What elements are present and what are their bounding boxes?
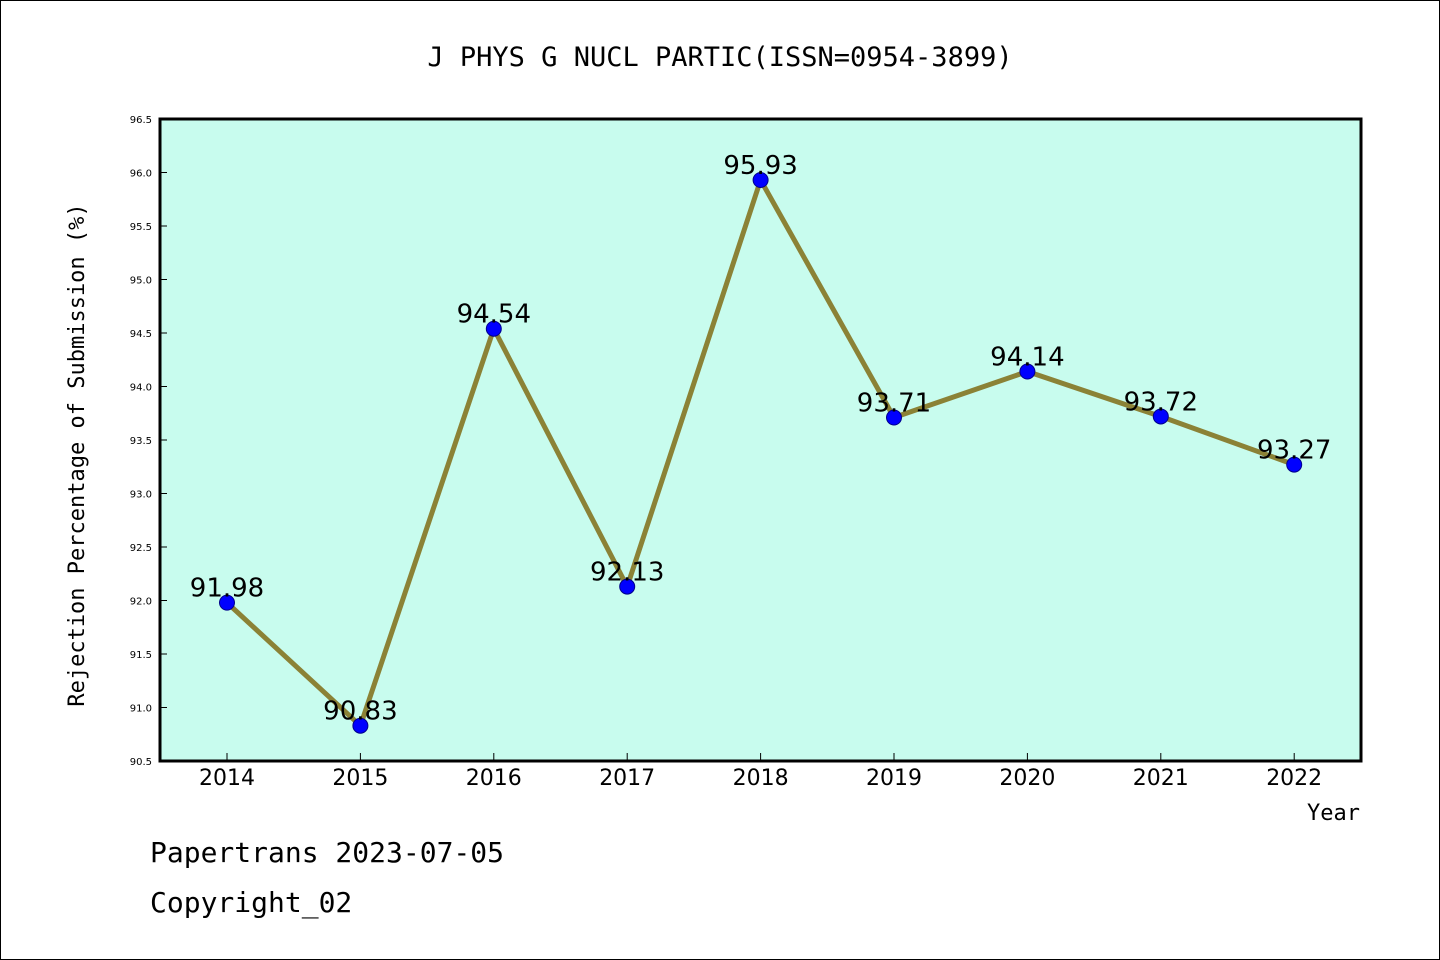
data-label-2017: 92.13 — [590, 558, 664, 588]
x-tick-label: 2022 — [1266, 766, 1322, 791]
y-axis-label: Rejection Percentage of Submission (%) — [65, 203, 90, 706]
data-label-2022: 93.27 — [1257, 436, 1331, 466]
x-tick-label: 2016 — [466, 766, 522, 791]
y-axis: 90.5 91.0 91.5 92.0 92.5 93.0 93.5 94.0 94.5 95.0… — [130, 115, 167, 768]
y-tick-label: 92.5 — [130, 543, 152, 554]
x-tick-label: 2014 — [199, 766, 255, 791]
y-tick-label: 92.0 — [130, 597, 152, 608]
data-point-2016 — [485, 320, 502, 337]
data-label-2020: 94.14 — [990, 343, 1064, 373]
x-tick-label: 2017 — [599, 766, 655, 791]
y-tick-label: 96.0 — [130, 169, 152, 180]
plot-area — [158, 117, 1363, 763]
data-point-2015 — [352, 717, 369, 734]
data-point-2020 — [1019, 363, 1036, 380]
y-tick-label: 90.5 — [130, 757, 152, 768]
chart-title: J PHYS G NUCL PARTIC(ISSN=0954-3899) — [427, 42, 1012, 73]
series-points-group — [219, 171, 1303, 734]
data-label-2016: 94.54 — [457, 300, 531, 330]
data-point-2017 — [619, 578, 636, 595]
footer-date-text: Papertrans 2023-07-05 — [150, 836, 505, 869]
y-tick-label: 91.0 — [130, 704, 152, 715]
data-point-2022 — [1286, 456, 1303, 473]
data-label-2015: 90.83 — [323, 697, 397, 727]
data-label-2014: 91.98 — [190, 574, 264, 604]
data-point-2021 — [1152, 408, 1169, 425]
y-tick-label: 96.5 — [130, 115, 152, 126]
x-tick-label: 2015 — [332, 766, 388, 791]
x-tick-label: 2018 — [733, 766, 789, 791]
y-tick-label: 94.0 — [130, 383, 152, 394]
data-label-2019: 93.71 — [857, 389, 931, 419]
x-tick-label: 2021 — [1133, 766, 1189, 791]
x-axis-label: Year — [1307, 801, 1360, 826]
footer-copyright-text: Copyright_02 — [150, 886, 353, 919]
y-tick-label: 91.5 — [130, 650, 152, 661]
y-tick-label: 95.5 — [130, 222, 152, 233]
y-tick-label: 93.5 — [130, 436, 152, 447]
data-point-2018 — [752, 171, 769, 188]
y-tick-label: 94.5 — [130, 329, 152, 340]
x-axis: 2014 2015 2016 2017 2018 2019 2020 2021 2022 — [199, 753, 1322, 791]
y-tick-label: 95.0 — [130, 276, 152, 287]
data-point-2019 — [886, 409, 902, 426]
data-labels-group: 91.98 90.83 94.54 92.13 95.93 93.71 94.14 93.72… — [190, 151, 1332, 727]
x-tick-label: 2019 — [866, 766, 922, 791]
data-point-2014 — [219, 594, 235, 611]
data-label-2018: 95.93 — [723, 151, 797, 181]
data-label-2021: 93.72 — [1124, 387, 1198, 417]
y-tick-label: 93.0 — [130, 490, 152, 501]
x-tick-label: 2020 — [999, 766, 1055, 791]
